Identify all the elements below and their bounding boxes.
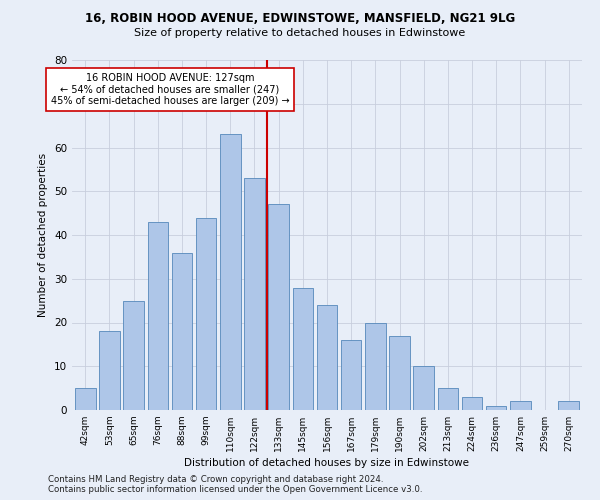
Y-axis label: Number of detached properties: Number of detached properties xyxy=(38,153,49,317)
Bar xyxy=(365,322,386,410)
Bar xyxy=(341,340,361,410)
Bar xyxy=(196,218,217,410)
Bar xyxy=(389,336,410,410)
Bar xyxy=(462,397,482,410)
Bar xyxy=(486,406,506,410)
Bar xyxy=(148,222,168,410)
Bar xyxy=(124,300,144,410)
Bar xyxy=(559,401,579,410)
Text: Size of property relative to detached houses in Edwinstowe: Size of property relative to detached ho… xyxy=(134,28,466,38)
Bar xyxy=(317,305,337,410)
Text: 16, ROBIN HOOD AVENUE, EDWINSTOWE, MANSFIELD, NG21 9LG: 16, ROBIN HOOD AVENUE, EDWINSTOWE, MANSF… xyxy=(85,12,515,26)
Bar xyxy=(268,204,289,410)
Bar xyxy=(220,134,241,410)
Bar xyxy=(510,401,530,410)
Bar xyxy=(244,178,265,410)
Bar xyxy=(413,366,434,410)
Bar xyxy=(293,288,313,410)
Bar xyxy=(99,331,120,410)
Text: 16 ROBIN HOOD AVENUE: 127sqm
← 54% of detached houses are smaller (247)
45% of s: 16 ROBIN HOOD AVENUE: 127sqm ← 54% of de… xyxy=(50,73,289,106)
Text: Contains public sector information licensed under the Open Government Licence v3: Contains public sector information licen… xyxy=(48,485,422,494)
X-axis label: Distribution of detached houses by size in Edwinstowe: Distribution of detached houses by size … xyxy=(185,458,470,468)
Bar xyxy=(437,388,458,410)
Text: Contains HM Land Registry data © Crown copyright and database right 2024.: Contains HM Land Registry data © Crown c… xyxy=(48,475,383,484)
Bar xyxy=(75,388,95,410)
Bar xyxy=(172,252,192,410)
